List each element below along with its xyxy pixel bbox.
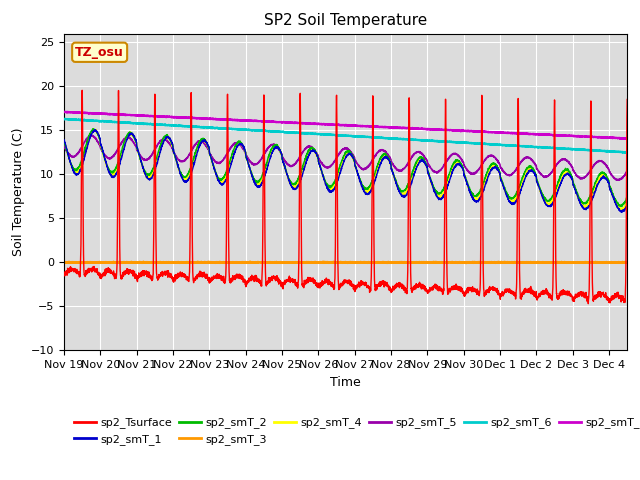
Title: SP2 Soil Temperature: SP2 Soil Temperature — [264, 13, 428, 28]
Text: TZ_osu: TZ_osu — [76, 46, 124, 59]
Y-axis label: Soil Temperature (C): Soil Temperature (C) — [12, 128, 26, 256]
Legend: sp2_Tsurface, sp2_smT_1, sp2_smT_2, sp2_smT_3, sp2_smT_4, sp2_smT_5, sp2_smT_6, : sp2_Tsurface, sp2_smT_1, sp2_smT_2, sp2_… — [70, 413, 640, 449]
X-axis label: Time: Time — [330, 376, 361, 389]
